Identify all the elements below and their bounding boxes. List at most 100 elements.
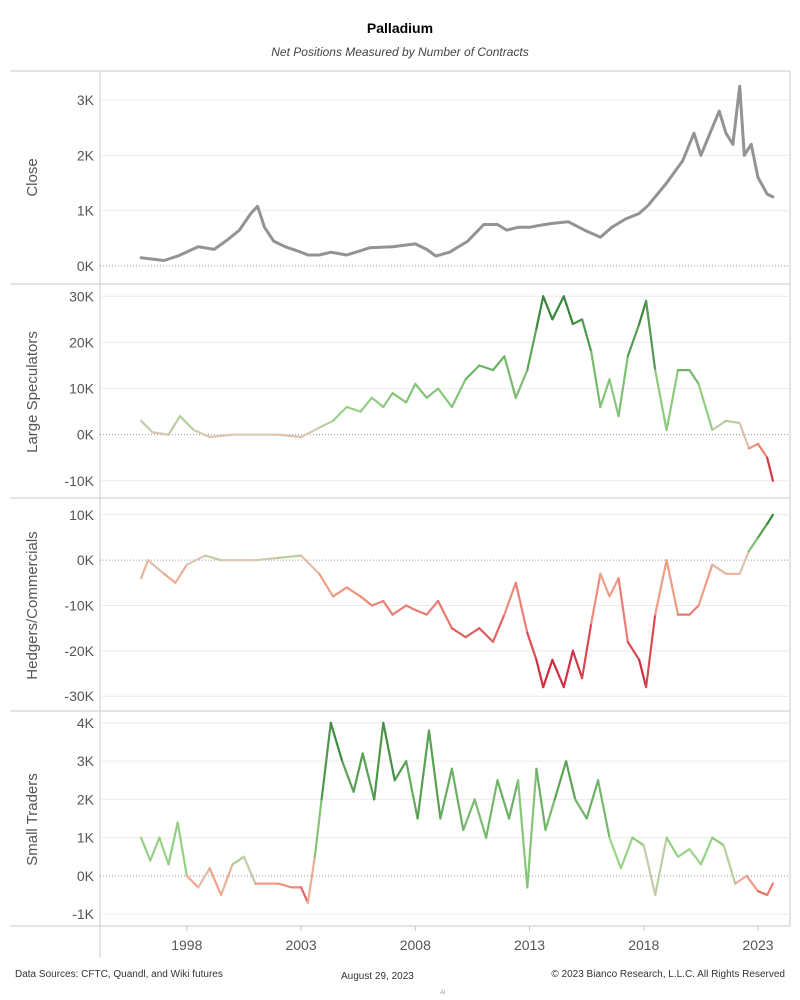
series-segment: [626, 640, 641, 662]
y-tick-label: 3K: [77, 92, 95, 108]
series-segment: [516, 779, 529, 889]
series-segment: [535, 767, 547, 832]
panel-0: 0K 1K 2K 3K Close: [10, 84, 790, 285]
series-segment: [596, 779, 611, 839]
series-segment: [514, 581, 529, 634]
series-segment: [514, 369, 529, 399]
series-segment: [204, 554, 223, 562]
x-tick-label: 2003: [285, 937, 316, 953]
series-segment: [688, 369, 700, 385]
y-tick-label: 3K: [77, 753, 95, 769]
series-segment: [756, 442, 769, 459]
series-segment: [766, 882, 775, 897]
series-segment: [373, 721, 385, 801]
series-segment: [318, 419, 335, 429]
series-segment: [277, 882, 293, 889]
series-segment: [450, 378, 467, 409]
series-segment: [688, 604, 700, 616]
series-segment: [300, 426, 321, 439]
series-segment: [654, 369, 668, 432]
series-segment: [608, 577, 620, 598]
series-segment: [185, 554, 207, 566]
series-segment: [580, 622, 593, 680]
y-axis-title: Small Traders: [24, 773, 41, 866]
y-tick-label: -10K: [64, 598, 94, 614]
series-segment: [162, 572, 177, 584]
series-segment: [503, 581, 517, 616]
series-segment: [146, 559, 166, 575]
y-tick-label: 30K: [69, 288, 95, 304]
series-segment: [507, 779, 520, 820]
series-segment: [590, 350, 602, 409]
series-segment: [644, 613, 657, 689]
series-segment: [306, 855, 316, 904]
series-segment: [724, 419, 741, 425]
series-segment: [580, 318, 593, 353]
y-tick-label: 10K: [69, 381, 95, 397]
series-segment: [642, 844, 657, 897]
series-segment: [192, 428, 211, 439]
series-segment: [151, 431, 170, 436]
series-segment: [220, 863, 234, 897]
series-segment: [176, 821, 188, 878]
series-segment: [654, 559, 668, 616]
series-segment: [405, 760, 419, 820]
series-segment: [208, 867, 223, 897]
series-segment: [320, 721, 332, 801]
footer-mark: Al: [440, 990, 446, 996]
series-segment: [167, 821, 179, 866]
series-segment: [185, 874, 200, 889]
series-segment: [140, 836, 152, 862]
series-segment: [722, 844, 737, 885]
series-segment: [535, 295, 545, 330]
series-segment: [167, 415, 182, 436]
series-segment: [158, 836, 170, 866]
series-segment: [496, 779, 511, 820]
series-segment: [405, 382, 417, 404]
series-segment: [414, 382, 428, 399]
y-tick-label: -30K: [64, 688, 94, 704]
series-segment: [571, 649, 584, 680]
series-segment: [254, 556, 280, 562]
series-segment: [608, 378, 620, 418]
series-segment: [427, 729, 442, 820]
series-segment: [352, 752, 364, 793]
y-tick-label: 1K: [77, 203, 95, 219]
series-segment: [318, 572, 335, 598]
series-segment: [331, 405, 348, 422]
series-segment: [149, 836, 161, 862]
y-tick-label: 20K: [69, 334, 95, 350]
series-segment: [485, 779, 499, 839]
series-segment: [617, 577, 629, 643]
series-segment: [697, 382, 714, 432]
copyright-note: © 2023 Bianco Research, L.L.C. All Right…: [551, 969, 785, 980]
series-segment: [745, 874, 760, 893]
series-segment: [345, 586, 362, 598]
series-segment: [676, 847, 691, 858]
series-segment: [370, 396, 385, 409]
y-tick-label: 1K: [77, 830, 95, 846]
series-segment: [464, 364, 481, 381]
y-tick-label: 10K: [69, 507, 95, 523]
y-axis-title: Large Speculators: [24, 331, 41, 453]
series-segment: [665, 559, 680, 616]
series-segment: [738, 422, 751, 450]
series-segment: [391, 604, 408, 616]
x-tick-label: 2013: [514, 937, 545, 953]
series-segment: [478, 364, 495, 372]
chart-title: Palladium: [366, 20, 434, 36]
y-tick-label: -1K: [72, 906, 94, 922]
y-tick-label: 0K: [77, 552, 95, 568]
panel-3: -1K 0K 1K 2K 3K 4K Small Traders: [10, 715, 790, 927]
series-segment: [503, 355, 517, 399]
series-segment: [711, 419, 728, 432]
y-axis-title: Hedgers/Commercials: [24, 531, 41, 679]
series-segment: [551, 295, 565, 321]
x-tick-label: 2023: [742, 937, 773, 953]
series-segment: [734, 874, 748, 885]
series-segment: [359, 396, 373, 413]
series-segment: [473, 798, 488, 839]
series-segment: [711, 836, 725, 847]
series-segment: [370, 599, 385, 607]
series-segment: [174, 563, 188, 584]
